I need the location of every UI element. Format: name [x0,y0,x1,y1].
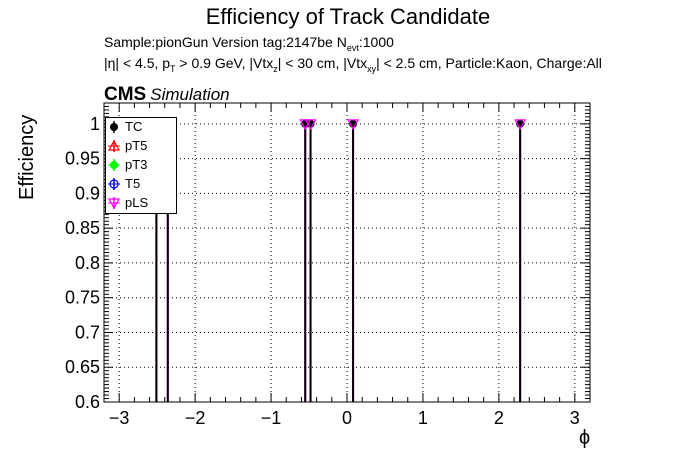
point-pLS-4 [514,119,527,131]
x-tick-label-0: −3 [109,408,130,428]
x-tick-label-6: 3 [570,408,580,428]
x-tick-label-3: 0 [342,408,352,428]
y-tick-label-6: 0.9 [75,183,100,203]
y-tick-label-8: 1 [90,114,100,134]
legend-marker-t5 [108,178,120,190]
legend-label-pt3: pT3 [125,157,148,172]
legend-item-tc: TC [106,118,176,136]
legend-label-pt5: pT5 [125,138,148,153]
legend-item-pt5: pT5 [106,137,176,155]
x-tick-label-4: 1 [418,408,428,428]
y-axis-label: Efficiency [16,114,38,200]
y-tick-label-2: 0.7 [75,322,100,342]
x-tick-label-5: 2 [494,408,504,428]
x-tick-label-1: −2 [185,408,206,428]
legend-item-pls: pLS [106,194,176,212]
legend-label-pls: pLS [125,195,149,210]
point-pLS-2 [304,119,317,131]
legend-marker-pls [107,197,121,210]
legend-marker-pt5 [107,139,121,152]
y-tick-label-7: 0.95 [65,149,100,169]
point-pLS-3 [347,119,360,131]
legend-label-t5: T5 [125,176,141,191]
legend-marker-tc [110,121,118,133]
x-axis-label: ϕ [579,427,591,449]
y-tick-label-1: 0.65 [65,357,100,377]
legend-item-pt3: pT3 [106,156,176,174]
chart-title: Efficiency of Track Candidate [205,4,491,29]
legend-marker-pt3 [108,159,120,171]
y-tick-label-3: 0.75 [65,288,100,308]
chart-subtitle-line1: Sample:pionGun Version tag:2147be Nevt:1… [104,34,394,53]
legend-item-t5: T5 [106,175,176,193]
legend-label-tc: TC [125,119,143,134]
y-tick-label-5: 0.85 [65,218,100,238]
y-tick-label-4: 0.8 [75,253,100,273]
cms-label: CMS Simulation [104,84,230,105]
chart-subtitle-line2: |η| < 4.5, pT > 0.9 GeV, |Vtxz| < 30 cm,… [104,55,602,74]
legend: TC pT5 pT3 T5 pLS [105,117,177,214]
y-tick-label-0: 0.6 [75,392,100,412]
x-tick-label-2: −1 [261,408,282,428]
